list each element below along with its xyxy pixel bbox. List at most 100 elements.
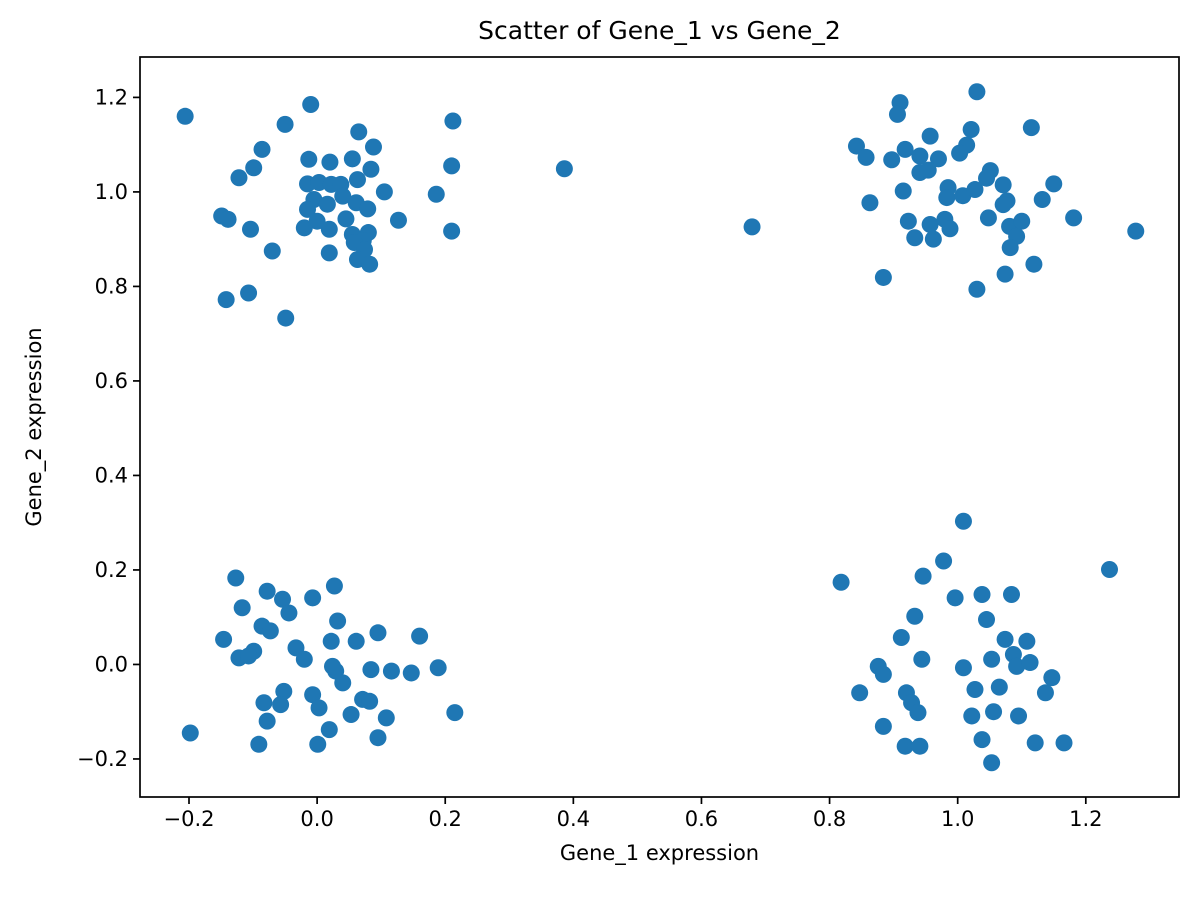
data-point	[240, 284, 258, 302]
data-point	[857, 148, 875, 166]
y-tick-label: 0.4	[95, 463, 128, 487]
data-point	[350, 123, 368, 141]
data-point	[361, 255, 379, 273]
data-point	[1008, 657, 1026, 675]
data-point	[963, 707, 981, 725]
data-point	[334, 674, 352, 692]
data-point	[275, 682, 293, 700]
data-point	[295, 650, 313, 668]
data-point	[176, 107, 194, 125]
data-point	[322, 632, 340, 650]
data-point	[743, 218, 761, 236]
data-point	[320, 721, 338, 739]
data-point	[375, 183, 393, 201]
y-tick-label: 0.0	[95, 652, 128, 676]
data-point	[304, 686, 322, 704]
data-point	[362, 661, 380, 679]
data-point	[874, 268, 892, 286]
data-point	[994, 196, 1012, 214]
data-point	[996, 630, 1014, 648]
y-tick-label: 0.8	[95, 274, 128, 298]
data-point	[1026, 734, 1044, 752]
data-point	[323, 657, 341, 675]
data-point	[258, 582, 276, 600]
data-point	[911, 147, 929, 165]
x-tick-label: 0.8	[813, 807, 846, 831]
x-tick-label: 0.2	[429, 807, 462, 831]
data-point	[337, 210, 355, 228]
data-point	[1022, 119, 1040, 137]
data-point	[1043, 669, 1061, 687]
data-point	[233, 599, 251, 617]
data-point	[1025, 255, 1043, 273]
data-point	[832, 573, 850, 591]
data-point	[892, 629, 910, 647]
data-point	[348, 171, 366, 189]
data-point	[847, 137, 865, 155]
data-point	[227, 569, 245, 587]
axes-spines	[139, 56, 1180, 798]
x-tick-label: 0.4	[557, 807, 590, 831]
data-point	[329, 612, 347, 630]
data-point	[1013, 212, 1031, 230]
data-point	[851, 684, 869, 702]
data-point	[1021, 654, 1039, 672]
data-point	[443, 157, 461, 175]
data-point	[325, 577, 343, 595]
data-point	[1065, 209, 1083, 227]
data-point	[276, 115, 294, 133]
data-point	[427, 185, 445, 203]
data-point	[1045, 175, 1063, 193]
data-point	[347, 632, 365, 650]
data-point	[978, 611, 996, 629]
data-point	[429, 659, 447, 677]
data-point	[274, 590, 292, 608]
data-point	[334, 187, 352, 205]
ticks-layer: −0.2 0.0 0.2 0.4 0.6 0.8 1.0 1.2 −0.2 0.0 0.2 0.4 0.…	[77, 85, 1103, 831]
data-point	[295, 219, 313, 237]
data-point	[359, 200, 377, 218]
data-point	[1033, 190, 1051, 208]
data-point	[277, 309, 295, 327]
y-tick-label: 0.2	[95, 558, 128, 582]
data-point	[1127, 222, 1145, 240]
data-point	[874, 717, 892, 735]
data-point	[911, 737, 929, 755]
data-point	[299, 200, 317, 218]
data-point	[320, 244, 338, 262]
data-point	[985, 703, 1003, 721]
data-point	[240, 647, 258, 665]
data-point	[906, 607, 924, 625]
data-point	[921, 216, 939, 234]
data-point	[411, 627, 429, 645]
y-tick-label: 1.0	[95, 180, 128, 204]
data-point	[946, 589, 964, 607]
data-point	[369, 729, 387, 747]
data-point	[979, 209, 997, 227]
data-point	[272, 696, 290, 714]
data-point	[909, 704, 927, 722]
data-point	[300, 150, 318, 168]
data-point	[962, 121, 980, 139]
data-point	[255, 694, 273, 712]
data-point	[888, 105, 906, 123]
data-point	[362, 160, 380, 178]
data-point	[921, 127, 939, 145]
data-point	[896, 737, 914, 755]
x-tick-label: 0.0	[300, 807, 333, 831]
data-point	[402, 664, 420, 682]
data-point	[310, 699, 328, 717]
data-point	[924, 230, 942, 248]
data-point	[983, 650, 1001, 668]
x-tick-label: 1.0	[941, 807, 974, 831]
data-point	[253, 140, 271, 158]
data-point	[1036, 684, 1054, 702]
data-point	[894, 182, 912, 200]
data-point	[342, 706, 360, 724]
data-point	[250, 735, 268, 753]
data-point	[951, 144, 969, 162]
data-point	[364, 138, 382, 156]
x-tick-label: 0.6	[685, 807, 718, 831]
data-point	[978, 169, 996, 187]
